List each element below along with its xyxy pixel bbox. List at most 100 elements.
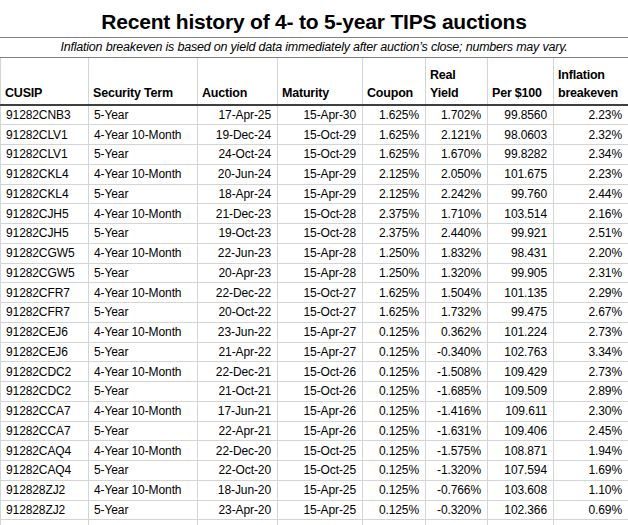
cell-per-100: 109.509 <box>488 382 554 402</box>
cell-coupon: 1.625% <box>363 125 426 145</box>
cell-maturity: 15-Oct-29 <box>278 145 363 165</box>
cell-security-term: 4-Year 10-Month <box>89 283 198 303</box>
cell-cusip: 91282CCA7 <box>1 401 89 421</box>
table-row: 91282CGW55-Year20-Apr-2315-Apr-281.250%1… <box>1 263 628 283</box>
cell-inflation-breakeven: 2.34% <box>554 145 628 165</box>
cell-inflation-breakeven: 1.69% <box>554 461 628 481</box>
cell-maturity: 15-Apr-29 <box>278 164 363 184</box>
cell-coupon: 1.625% <box>363 105 426 125</box>
table-row: 91282CCA75-Year22-Apr-2115-Apr-260.125%-… <box>1 421 628 441</box>
cell-per-100: 102.366 <box>488 500 554 520</box>
cell-coupon: 0.125% <box>363 421 426 441</box>
cell-inflation-breakeven: 0.69% <box>554 500 628 520</box>
column-header-maturity: Maturity <box>278 58 363 105</box>
cell-security-term: 4-Year 10-Month <box>89 204 198 224</box>
cell-real-yield: 1.732% <box>426 303 488 323</box>
table-row: 91282CDC25-Year21-Oct-2115-Oct-260.125%-… <box>1 382 628 402</box>
cell-inflation-breakeven: 2.31% <box>554 263 628 283</box>
cell-inflation-breakeven: 2.89% <box>554 382 628 402</box>
empty-cell <box>1 520 89 525</box>
cell-maturity: 15-Oct-28 <box>278 204 363 224</box>
table-row: 912828ZJ24-Year 10-Month18-Jun-2015-Apr-… <box>1 480 628 500</box>
cell-maturity: 15-Oct-27 <box>278 283 363 303</box>
cell-auction: 19-Dec-24 <box>198 125 278 145</box>
cell-inflation-breakeven: 2.44% <box>554 184 628 204</box>
cell-coupon: 2.375% <box>363 224 426 244</box>
table-row: 91282CJH54-Year 10-Month21-Dec-2315-Oct-… <box>1 204 628 224</box>
cell-per-100: 108.871 <box>488 441 554 461</box>
cell-real-yield: -0.766% <box>426 480 488 500</box>
cell-cusip: 91282CLV1 <box>1 145 89 165</box>
column-header-real-yield: Real Yield <box>426 58 488 105</box>
cell-auction: 22-Dec-20 <box>198 441 278 461</box>
table-header-row: CUSIPSecurity TermAuctionMaturityCouponR… <box>1 58 628 105</box>
cell-security-term: 5-Year <box>89 342 198 362</box>
table-row: 91282CJH55-Year19-Oct-2315-Oct-282.375%2… <box>1 224 628 244</box>
cell-real-yield: 2.440% <box>426 224 488 244</box>
cell-inflation-breakeven: 1.94% <box>554 441 628 461</box>
table-row: 91282CFR75-Year20-Oct-2215-Oct-271.625%1… <box>1 303 628 323</box>
cell-maturity: 15-Apr-30 <box>278 105 363 125</box>
cell-per-100: 103.514 <box>488 204 554 224</box>
cell-maturity: 15-Apr-26 <box>278 421 363 441</box>
cell-auction: 22-Jun-23 <box>198 243 278 263</box>
cell-inflation-breakeven: 2.51% <box>554 224 628 244</box>
cell-coupon: 2.375% <box>363 204 426 224</box>
cell-auction: 22-Apr-21 <box>198 421 278 441</box>
table-row: 91282CDC24-Year 10-Month22-Dec-2115-Oct-… <box>1 362 628 382</box>
empty-cell <box>488 520 554 525</box>
cell-auction: 18-Apr-24 <box>198 184 278 204</box>
cell-security-term: 5-Year <box>89 145 198 165</box>
cell-per-100: 101.135 <box>488 283 554 303</box>
cell-inflation-breakeven: 2.73% <box>554 362 628 382</box>
cell-security-term: 5-Year <box>89 224 198 244</box>
cell-cusip: 91282CDC2 <box>1 362 89 382</box>
cell-per-100: 109.429 <box>488 362 554 382</box>
cell-cusip: 912828ZJ2 <box>1 480 89 500</box>
page-subtitle: Inflation breakeven is based on yield da… <box>0 38 628 58</box>
cell-coupon: 0.125% <box>363 342 426 362</box>
cell-maturity: 15-Oct-26 <box>278 382 363 402</box>
cell-auction: 20-Oct-22 <box>198 303 278 323</box>
cell-per-100: 101.675 <box>488 164 554 184</box>
cell-auction: 24-Oct-24 <box>198 145 278 165</box>
cell-maturity: 15-Apr-28 <box>278 243 363 263</box>
cell-per-100: 103.608 <box>488 480 554 500</box>
cell-auction: 21-Oct-21 <box>198 382 278 402</box>
cell-cusip: 91282CFR7 <box>1 303 89 323</box>
cell-maturity: 15-Apr-25 <box>278 480 363 500</box>
cell-coupon: 2.125% <box>363 184 426 204</box>
cell-coupon: 1.250% <box>363 243 426 263</box>
cell-security-term: 4-Year 10-Month <box>89 125 198 145</box>
cell-per-100: 99.760 <box>488 184 554 204</box>
cell-auction: 22-Oct-20 <box>198 461 278 481</box>
column-header-auction: Auction <box>198 58 278 105</box>
cell-per-100: 109.611 <box>488 401 554 421</box>
cell-coupon: 0.125% <box>363 461 426 481</box>
cell-cusip: 91282CLV1 <box>1 125 89 145</box>
table-row: 912828ZJ25-Year23-Apr-2015-Apr-250.125%-… <box>1 500 628 520</box>
cell-coupon: 2.125% <box>363 164 426 184</box>
cell-security-term: 5-Year <box>89 105 198 125</box>
cell-real-yield: -0.320% <box>426 500 488 520</box>
cell-coupon: 0.125% <box>363 480 426 500</box>
cell-coupon: 0.125% <box>363 401 426 421</box>
cell-per-100: 99.905 <box>488 263 554 283</box>
cell-real-yield: 2.050% <box>426 164 488 184</box>
cell-cusip: 91282CJH5 <box>1 204 89 224</box>
cell-cusip: 91282CAQ4 <box>1 461 89 481</box>
cell-cusip: 91282CGW5 <box>1 243 89 263</box>
table-row: 91282CLV15-Year24-Oct-2415-Oct-291.625%1… <box>1 145 628 165</box>
cell-security-term: 5-Year <box>89 184 198 204</box>
cell-security-term: 4-Year 10-Month <box>89 322 198 342</box>
cell-real-yield: -1.685% <box>426 382 488 402</box>
cell-security-term: 4-Year 10-Month <box>89 164 198 184</box>
cell-maturity: 15-Apr-26 <box>278 401 363 421</box>
cell-auction: 18-Jun-20 <box>198 480 278 500</box>
cell-inflation-breakeven: 3.34% <box>554 342 628 362</box>
table-row: 91282CLV14-Year 10-Month19-Dec-2415-Oct-… <box>1 125 628 145</box>
cell-inflation-breakeven: 2.73% <box>554 322 628 342</box>
table-body: 91282CNB35-Year17-Apr-2515-Apr-301.625%1… <box>1 105 628 525</box>
cell-cusip: 91282CAQ4 <box>1 441 89 461</box>
cell-maturity: 15-Apr-27 <box>278 322 363 342</box>
